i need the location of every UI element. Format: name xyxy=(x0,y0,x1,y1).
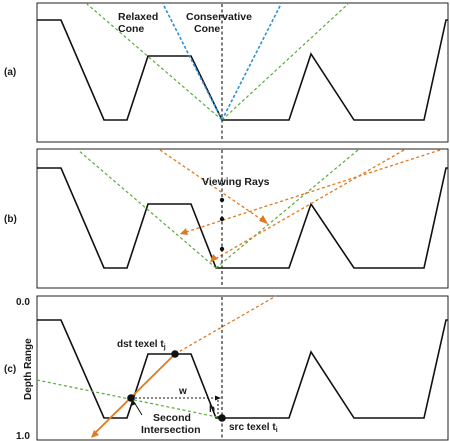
src-texel-label: src texel ti xyxy=(229,422,278,434)
depth-tick-bottom: 1.0 xyxy=(16,431,30,441)
panel-c-terrain xyxy=(37,319,448,419)
panel-b-cone-left xyxy=(77,149,217,269)
panel-c-viewing-ray xyxy=(92,353,176,436)
depth-tick-top: 0.0 xyxy=(16,297,30,308)
conservative-cone-right xyxy=(221,3,282,121)
src-texel-point xyxy=(218,414,226,422)
relaxed-cone-label-2: Cone xyxy=(118,23,144,35)
second-intersection-label-2: Intersection xyxy=(141,424,201,436)
viewing-ray-1 xyxy=(179,149,441,235)
conservative-cone-label-1: Conservative xyxy=(186,11,252,23)
panel-c-ray-extension xyxy=(174,295,277,355)
viewing-rays-label: Viewing Rays xyxy=(202,176,270,188)
panel-c-frame xyxy=(36,295,449,441)
dst-texel-point xyxy=(171,350,179,358)
panel-a: Relaxed Cone Conservative Cone xyxy=(36,2,449,143)
panel-a-frame xyxy=(36,2,449,143)
relaxed-cone-label-1: Relaxed xyxy=(118,11,158,23)
w-label: w xyxy=(178,386,187,397)
relaxed-cone-right xyxy=(221,3,349,121)
panel-c: dst texel tj src texel ti Second Interse… xyxy=(36,295,449,441)
second-intersection-label-1: Second xyxy=(153,412,191,424)
arrowhead-ray-3 xyxy=(259,215,268,224)
viewing-ray-2 xyxy=(209,149,405,263)
sample-point-2 xyxy=(219,216,225,222)
second-intersection-point xyxy=(127,394,135,402)
conservative-cone-label-2: Cone xyxy=(194,23,220,35)
w-guide-arrowhead xyxy=(215,395,221,401)
panel-label-c: (c) xyxy=(4,364,16,375)
panel-b-frame xyxy=(36,148,449,289)
arrowhead-ray-1 xyxy=(180,228,188,235)
sample-point-1 xyxy=(219,197,225,203)
panel-b-cone-right xyxy=(215,149,359,269)
depth-range-axis-label: Depth Range xyxy=(23,338,34,400)
arrowhead-ray-2 xyxy=(210,254,218,262)
panel-label-b: (b) xyxy=(4,214,17,225)
panel-c-ray-arrowhead xyxy=(91,430,99,438)
panel-label-a: (a) xyxy=(4,67,16,78)
sample-point-3 xyxy=(219,246,225,252)
dst-texel-label: dst texel tj xyxy=(117,339,166,351)
panel-a-terrain xyxy=(37,19,448,121)
panel-b: Viewing Rays xyxy=(36,148,449,289)
relaxed-cone-left xyxy=(86,3,223,121)
h-label: h xyxy=(209,404,215,415)
conservative-cone-left xyxy=(162,3,223,121)
